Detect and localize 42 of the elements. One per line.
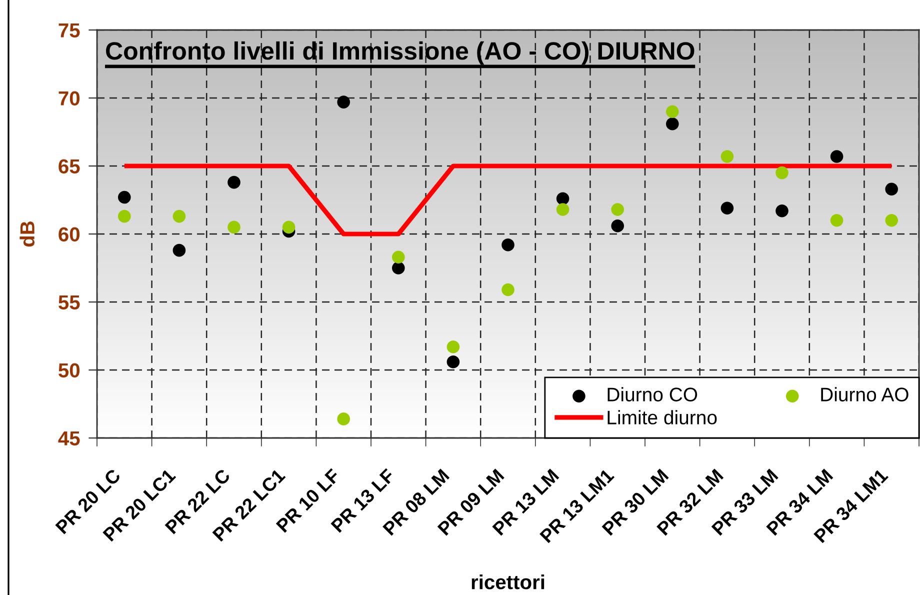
point <box>446 340 460 354</box>
point <box>611 203 624 216</box>
point <box>118 190 131 204</box>
point <box>228 220 240 234</box>
point <box>337 96 350 108</box>
point <box>556 203 570 216</box>
point <box>830 150 844 163</box>
point <box>666 105 679 118</box>
point <box>502 283 514 296</box>
point <box>776 204 788 218</box>
point <box>282 220 296 234</box>
y-tick-label: 65 <box>58 159 80 174</box>
point <box>228 176 240 189</box>
point <box>776 166 788 180</box>
point <box>502 238 514 252</box>
legend-label: Diurno AO <box>821 387 908 402</box>
point <box>611 219 624 232</box>
point <box>392 262 405 274</box>
y-tick-label: 55 <box>58 295 80 310</box>
legend-label: Limite diurno <box>608 410 717 424</box>
y-tick-label: 60 <box>58 227 80 242</box>
chart-title: Confronto livelli di Immissione (AO - CO) DIURNO <box>106 41 694 65</box>
point <box>720 202 734 215</box>
point <box>720 150 734 163</box>
y-tick-label: 70 <box>58 91 80 106</box>
point <box>172 244 186 257</box>
point <box>666 117 679 130</box>
point <box>885 214 898 227</box>
point <box>885 182 898 196</box>
point <box>830 214 844 227</box>
point <box>556 192 570 206</box>
legend-label: Diurno CO <box>608 387 698 402</box>
point <box>446 355 460 368</box>
point <box>172 210 186 223</box>
point <box>337 412 350 426</box>
y-tick-label: 45 <box>58 431 80 446</box>
point <box>118 210 131 223</box>
y-tick-label: 50 <box>58 363 80 378</box>
y-axis-title: dB <box>20 221 35 247</box>
y-tick-label: 75 <box>58 23 80 38</box>
x-axis-title: ricettori <box>472 574 544 590</box>
point <box>392 250 405 264</box>
